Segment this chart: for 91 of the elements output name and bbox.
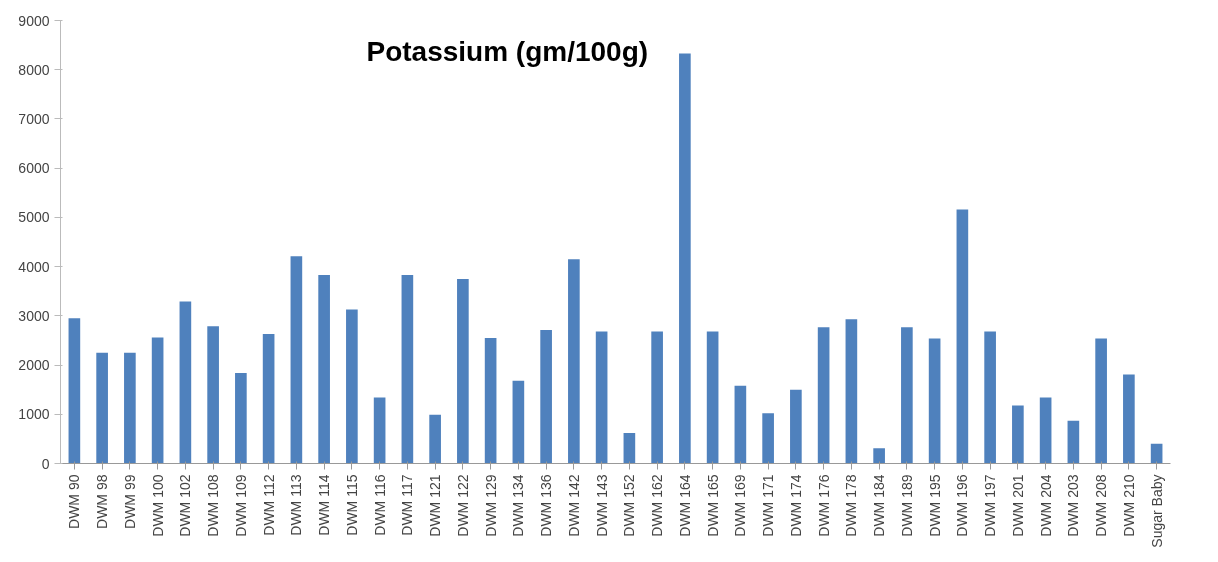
bar — [595, 331, 608, 464]
y-tick-label: 9000 — [18, 12, 50, 29]
bar — [928, 338, 941, 464]
x-tick-label: DWM 116 — [371, 474, 388, 536]
y-tick-label: 0 — [41, 455, 50, 472]
x-tick-label: DWM 197 — [982, 474, 999, 537]
bar — [457, 278, 469, 464]
y-tick-label: 2000 — [18, 357, 50, 374]
y-tick-label: 6000 — [18, 160, 50, 177]
bar — [96, 352, 108, 464]
bar — [68, 318, 81, 464]
x-tick-label: DWM 129 — [482, 474, 499, 537]
y-tick-label: 8000 — [18, 61, 50, 78]
x-tick-label: DWM 165 — [704, 474, 721, 537]
bar — [873, 448, 885, 464]
x-tick-label: DWM 196 — [954, 474, 971, 537]
bar — [540, 330, 552, 464]
y-tick-label: 7000 — [18, 110, 50, 127]
x-tick-label: DWM 98 — [94, 474, 111, 529]
bar — [262, 334, 275, 464]
x-tick-label: DWM 109 — [232, 474, 249, 537]
x-tick-label: DWM 174 — [787, 474, 804, 537]
y-tick-label: 3000 — [18, 307, 50, 324]
x-tick-label: DWM 208 — [1093, 474, 1110, 537]
bar — [1150, 443, 1163, 464]
x-tick-label: DWM 108 — [205, 474, 222, 537]
bar — [484, 337, 497, 464]
bar — [762, 413, 774, 464]
x-tick-label: DWM 204 — [1037, 474, 1054, 537]
y-tick-label: 5000 — [18, 209, 50, 226]
x-tick-label: DWM 189 — [898, 474, 915, 537]
bar — [679, 53, 691, 464]
y-tick-label: 4000 — [18, 258, 50, 275]
x-tick-label: DWM 112 — [260, 474, 277, 536]
x-tick-label: DWM 142 — [565, 474, 582, 537]
x-tick-label: DWM 176 — [815, 474, 832, 537]
y-tick-label: 1000 — [18, 406, 50, 423]
x-tick-label: DWM 134 — [510, 474, 527, 537]
bar — [207, 326, 219, 464]
bar — [151, 337, 164, 464]
x-tick-label: DWM 171 — [760, 474, 777, 537]
bar — [901, 327, 913, 464]
x-tick-label: DWM 114 — [316, 474, 333, 536]
bar — [706, 331, 719, 464]
x-tick-label: DWM 164 — [676, 474, 693, 537]
x-tick-label: DWM 99 — [121, 474, 138, 529]
bar — [179, 301, 192, 464]
x-tick-label: DWM 143 — [593, 474, 610, 537]
bar — [512, 380, 525, 464]
x-tick-label: DWM 195 — [926, 474, 943, 537]
bar — [1039, 397, 1052, 464]
x-tick-label: DWM 102 — [177, 474, 194, 537]
x-tick-label: DWM 122 — [454, 474, 471, 537]
x-tick-label: DWM 152 — [621, 474, 638, 537]
x-tick-label: DWM 203 — [1065, 474, 1082, 537]
bar — [235, 372, 247, 464]
bar — [373, 397, 386, 464]
bar — [290, 256, 303, 464]
bar — [124, 352, 136, 464]
bar — [790, 389, 802, 464]
x-tick-label: DWM 162 — [649, 474, 666, 537]
bar — [401, 274, 414, 464]
bar — [429, 414, 441, 464]
x-tick-label: DWM 184 — [871, 474, 888, 537]
x-tick-label: DWM 121 — [427, 474, 444, 537]
bar — [651, 331, 663, 464]
bar — [1123, 374, 1135, 464]
x-tick-label: DWM 178 — [843, 474, 860, 537]
x-tick-label: DWM 136 — [538, 474, 555, 537]
x-tick-label: DWM 117 — [399, 474, 416, 536]
x-tick-label: DWM 113 — [288, 474, 305, 536]
x-tick-label: Sugar Baby — [1148, 474, 1165, 548]
x-tick-label: DWM 210 — [1120, 474, 1137, 537]
bar — [734, 385, 747, 464]
bar — [845, 319, 858, 464]
bar — [984, 331, 996, 464]
x-tick-label: DWM 100 — [149, 474, 166, 537]
x-tick-label: DWM 90 — [66, 474, 83, 529]
bar — [1095, 338, 1107, 464]
x-tick-label: DWM 115 — [343, 474, 360, 536]
bar — [346, 309, 358, 464]
bar — [1012, 405, 1024, 464]
text: Potassium (gm/100g) — [366, 36, 649, 68]
bar — [956, 209, 969, 464]
bar — [318, 274, 330, 464]
bar — [568, 259, 580, 464]
x-tick-label: DWM 201 — [1009, 474, 1026, 537]
bar — [817, 327, 830, 464]
bar — [623, 432, 636, 464]
x-tick-label: DWM 169 — [732, 474, 749, 537]
bar — [1067, 420, 1080, 464]
